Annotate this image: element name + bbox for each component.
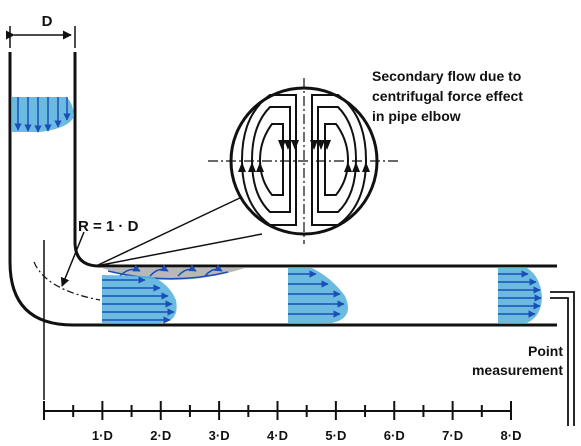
recirculation-arrow — [204, 264, 223, 277]
scale-tick-label: 5·D — [325, 428, 346, 443]
vortex-left-outer — [240, 94, 297, 226]
velocity-profile-middle — [288, 268, 349, 323]
arrowhead — [291, 140, 299, 150]
scale-tick-label: 2·D — [150, 428, 171, 443]
arrowhead — [310, 140, 318, 150]
radius-label: R = 1 · D — [78, 218, 139, 235]
section-leader-lower — [95, 233, 263, 267]
recirculation-arrow — [149, 264, 169, 277]
measurement-probe — [550, 291, 575, 426]
section-leader-upper — [95, 195, 245, 267]
cross-section-view — [95, 78, 400, 267]
bend-centerline — [33, 261, 101, 301]
scale-tick-label: 3·D — [209, 428, 230, 443]
vortex-arrowheads — [238, 140, 370, 172]
point-measurement-label-line1: Point — [528, 343, 563, 359]
arrowhead — [352, 162, 360, 172]
arrowhead — [256, 162, 264, 172]
scale-tick-label: 6·D — [384, 428, 405, 443]
arrowhead — [278, 140, 286, 150]
vortex-right-outer — [311, 94, 368, 226]
arrowhead — [344, 162, 352, 172]
arrowhead — [284, 140, 292, 150]
velocity-profile-bend — [102, 275, 177, 324]
scale-tick-label: 4·D — [267, 428, 288, 443]
arrowhead — [362, 162, 370, 172]
vortex-left-inner — [258, 123, 284, 196]
distance-scale-ticks: 1·D 2·D 3·D 4·D 5·D 6·D 7·D 8·D — [43, 401, 522, 443]
pipe-outer-wall — [8, 52, 557, 327]
vortex-left-middle — [250, 106, 291, 213]
secondary-flow-label-line2: centrifugal force effect — [372, 88, 523, 104]
scale-tick-label: 1·D — [92, 428, 113, 443]
point-measurement-label-line2: measurement — [472, 362, 563, 378]
arrowhead — [323, 140, 331, 150]
recirculation-arrow — [119, 264, 141, 277]
inlet-velocity-profile — [12, 97, 74, 133]
radius-arrow — [60, 231, 85, 287]
secondary-flow-label-line1: Secondary flow due to — [372, 68, 521, 84]
arrowhead — [238, 162, 246, 172]
scale-tick-label: 8·D — [501, 428, 522, 443]
velocity-profile-outlet — [498, 268, 542, 323]
arrowhead — [317, 140, 325, 150]
secondary-flow-label-line3: in pipe elbow — [372, 108, 461, 124]
scale-tick-label: 7·D — [442, 428, 463, 443]
vortex-right-inner — [324, 123, 350, 196]
arrowhead — [248, 162, 256, 172]
diameter-label: D — [42, 13, 53, 30]
recirculation-arrow — [177, 264, 197, 277]
vortex-right-middle — [317, 106, 358, 213]
